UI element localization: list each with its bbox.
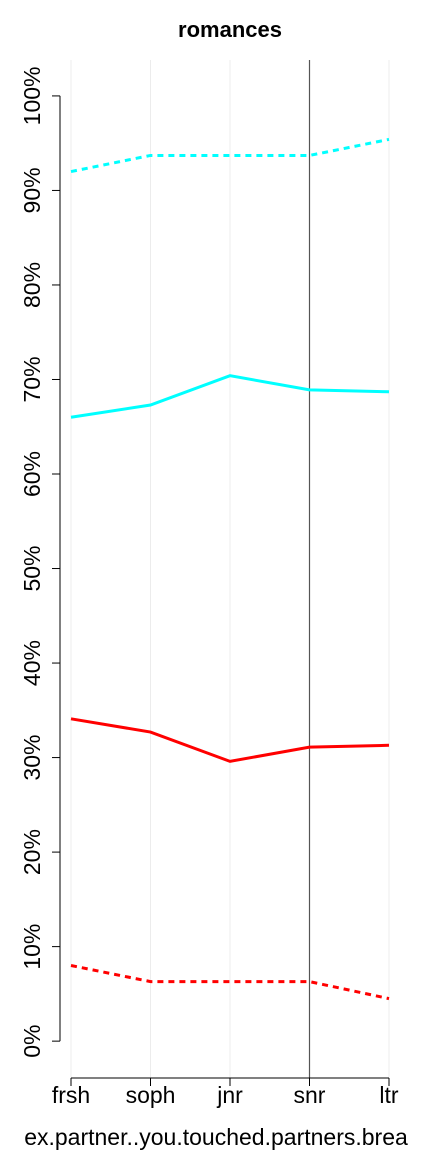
series-line xyxy=(70,137,390,174)
y-tick-label: 70% xyxy=(19,356,45,402)
y-tick-label: 0% xyxy=(19,1025,45,1058)
y-tick-label: 90% xyxy=(19,167,45,213)
x-tick-label: frsh xyxy=(52,1082,90,1108)
x-axis-label: ex.partner..you.touched.partners.brea xyxy=(24,1124,408,1150)
x-tick-label: snr xyxy=(294,1082,326,1108)
x-tick-label: soph xyxy=(126,1082,176,1108)
x-tick-label: jnr xyxy=(216,1082,243,1108)
series-line xyxy=(70,717,390,763)
y-tick-label: 30% xyxy=(19,735,45,781)
y-tick-label: 100% xyxy=(19,67,45,126)
x-tick-label: ltr xyxy=(379,1082,399,1108)
y-tick-label: 20% xyxy=(19,829,45,875)
series-line xyxy=(70,964,390,1001)
y-tick-label: 50% xyxy=(19,546,45,592)
series-line xyxy=(70,374,390,419)
chart-title: romances xyxy=(178,17,282,42)
y-tick-label: 40% xyxy=(19,640,45,686)
y-tick-label: 10% xyxy=(19,924,45,970)
y-tick-label: 80% xyxy=(19,262,45,308)
y-tick-label: 60% xyxy=(19,451,45,497)
